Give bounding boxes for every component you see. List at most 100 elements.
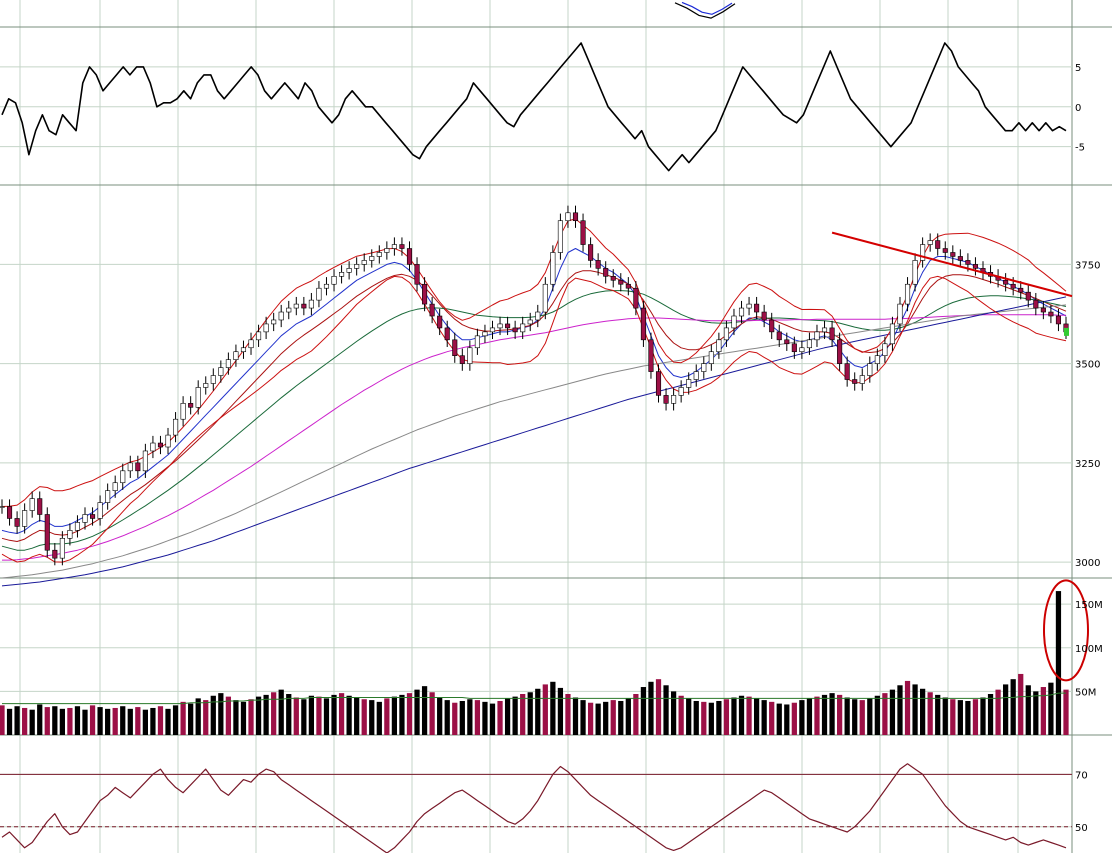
candle-body	[723, 327, 729, 341]
candle-body	[422, 283, 428, 305]
candle-body	[852, 379, 858, 384]
candle-body	[1040, 307, 1046, 313]
candle-body	[769, 319, 775, 333]
volume-bar	[354, 697, 360, 735]
volume-bar	[323, 698, 330, 735]
volume-bar	[965, 700, 971, 735]
volume-bar	[210, 695, 216, 735]
candle-body	[731, 315, 737, 329]
volume-bar	[414, 689, 420, 735]
candle-body	[52, 549, 58, 559]
volume-bar	[867, 698, 873, 735]
volume-bar	[769, 701, 775, 735]
volume-bar	[127, 708, 133, 735]
candle-body	[263, 323, 269, 333]
volume-bar	[376, 701, 382, 735]
volume-bar	[595, 703, 601, 735]
volume-bar	[731, 697, 737, 735]
volume-bar	[874, 695, 880, 735]
candle-body	[648, 339, 654, 372]
moving-average-line	[1, 270, 1067, 542]
volume-bar	[603, 701, 609, 735]
volume-bar	[761, 700, 767, 735]
candle-body	[142, 450, 148, 472]
candle-body	[633, 287, 639, 309]
volume-bar	[1055, 591, 1062, 735]
candle-body	[233, 351, 239, 360]
volume-bar	[240, 701, 247, 735]
volume-bar	[150, 707, 156, 735]
volume-bar	[1010, 679, 1016, 735]
volume-tick-label: 100M	[1075, 644, 1103, 655]
volume-bar	[1033, 691, 1039, 735]
volume-bar	[701, 701, 707, 735]
candle-body	[972, 264, 978, 269]
volume-bar	[97, 707, 103, 735]
volume-bar	[255, 696, 262, 735]
volume-bar	[399, 694, 405, 735]
price-tick-label: 3000	[1075, 558, 1100, 569]
candle-body	[557, 220, 563, 253]
candle-body	[120, 470, 126, 484]
volume-average-line	[2, 692, 1066, 705]
volume-bar	[369, 700, 375, 735]
candle-body	[474, 335, 480, 349]
candle-body	[293, 303, 299, 309]
candle-body	[271, 319, 277, 325]
candle-body	[754, 303, 760, 313]
volume-tick-label: 150M	[1075, 600, 1103, 611]
candle-body	[384, 248, 390, 253]
candle-body	[369, 256, 375, 261]
volume-bar	[172, 705, 179, 735]
volume-bar	[82, 709, 88, 735]
volume-bar	[957, 700, 963, 735]
volume-bar	[44, 707, 50, 735]
candle-body	[927, 240, 933, 245]
candle-body	[406, 248, 413, 265]
price-tick-label: 3500	[1075, 360, 1100, 371]
volume-bar	[535, 688, 541, 735]
volume-bar	[882, 693, 888, 735]
volume-bar	[195, 698, 201, 735]
volume-bar	[633, 694, 639, 735]
candle-body	[240, 347, 247, 353]
candle-body	[595, 260, 601, 269]
volume-bar	[437, 697, 443, 735]
candle-body	[746, 303, 752, 309]
upper-band-line	[1, 218, 1067, 507]
volume-bar	[587, 702, 594, 735]
candle-body	[74, 522, 81, 531]
volume-bar	[135, 707, 141, 735]
candle-body	[391, 244, 397, 249]
volume-bar	[105, 708, 111, 735]
rsi-line	[1, 763, 1067, 853]
candle-body	[82, 514, 88, 523]
volume-bar	[203, 700, 209, 735]
descending-trendline	[831, 231, 1073, 298]
volume-bar	[791, 702, 797, 735]
candle-body	[414, 264, 420, 285]
volume-bar	[452, 702, 458, 735]
rsi-panel	[0, 763, 1072, 853]
moving-average-line	[1, 304, 1067, 579]
candle-body	[0, 506, 5, 508]
candle-body	[195, 387, 201, 408]
candle-body	[278, 311, 284, 321]
volume-bar	[904, 680, 911, 735]
volume-bar	[29, 709, 35, 735]
volume-bar	[165, 708, 171, 735]
volume-panel	[0, 579, 1089, 735]
top-indicator-line	[674, 2, 736, 19]
candle-body	[188, 403, 194, 408]
volume-bar	[580, 700, 586, 735]
candle-body	[173, 418, 179, 436]
candle-body	[218, 367, 224, 376]
volume-bar	[338, 693, 345, 735]
candle-body	[588, 244, 594, 261]
candle-body	[437, 315, 443, 329]
volume-bar	[829, 693, 835, 735]
volume-bar	[1025, 685, 1031, 735]
volume-bar	[142, 709, 148, 735]
volume-bar	[920, 688, 926, 735]
volume-bar	[52, 706, 58, 735]
